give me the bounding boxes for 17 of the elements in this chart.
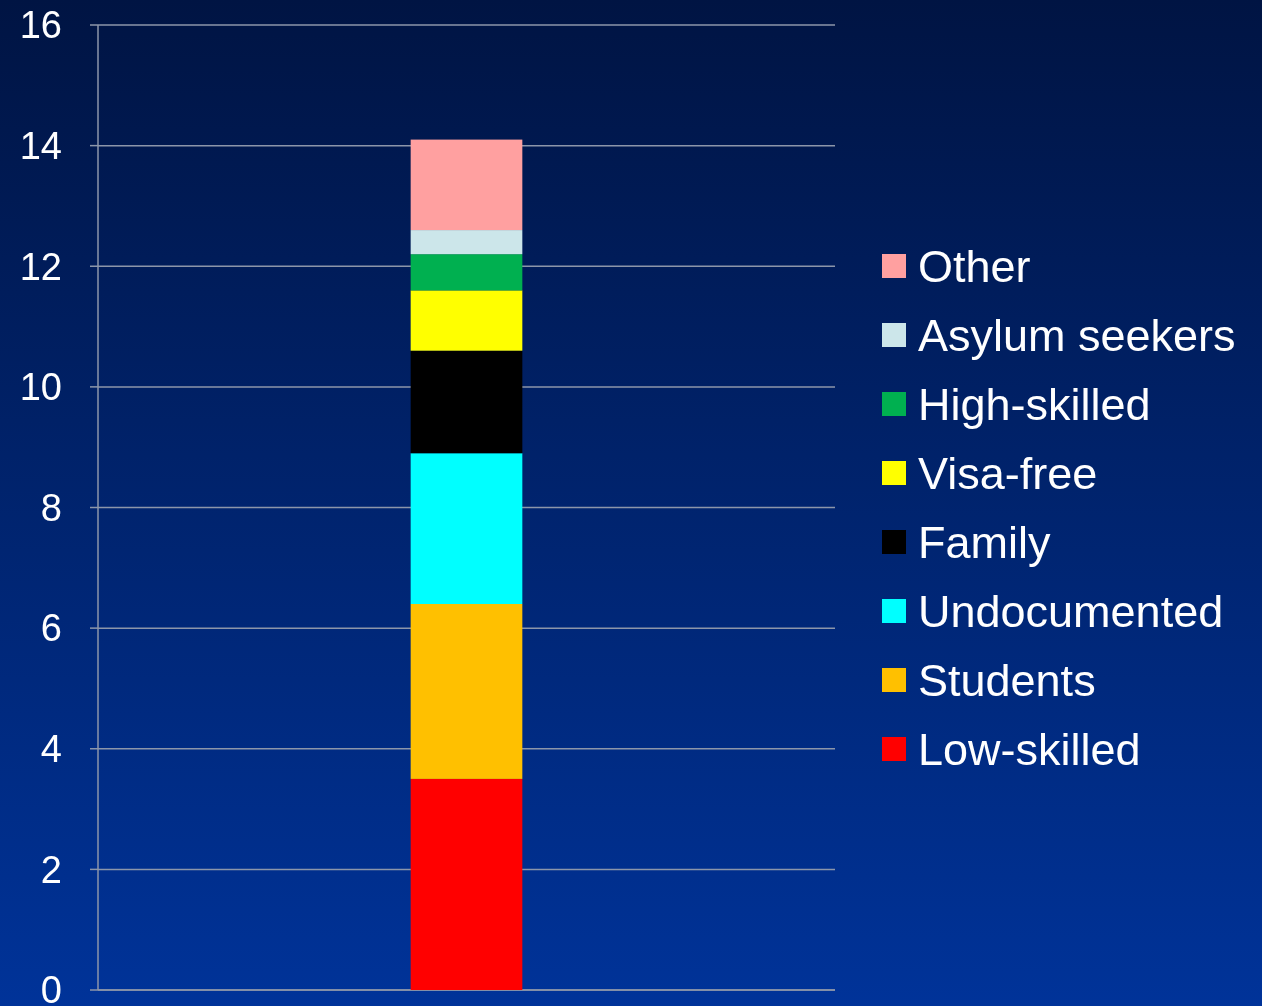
y-tick-label: 12 — [19, 245, 62, 288]
legend-label: Undocumented — [918, 585, 1224, 637]
y-tick-label: 16 — [19, 4, 62, 47]
y-tick-label: 0 — [40, 969, 62, 1006]
y-tick-label: 14 — [19, 124, 62, 167]
legend-label: High-skilled — [918, 378, 1151, 430]
legend-label: Other — [918, 240, 1031, 292]
legend-label: Students — [918, 654, 1096, 706]
legend-label: Asylum seekers — [918, 309, 1236, 361]
legend-label: Family — [918, 516, 1051, 568]
y-tick-label: 2 — [40, 848, 62, 891]
y-tick-label: 10 — [19, 366, 62, 409]
legend-label: Low-skilled — [918, 723, 1141, 775]
y-tick-label: 8 — [40, 486, 62, 529]
y-tick-label: 4 — [40, 728, 62, 771]
y-tick-label: 6 — [40, 607, 62, 650]
legend-label: Visa-free — [918, 447, 1098, 499]
